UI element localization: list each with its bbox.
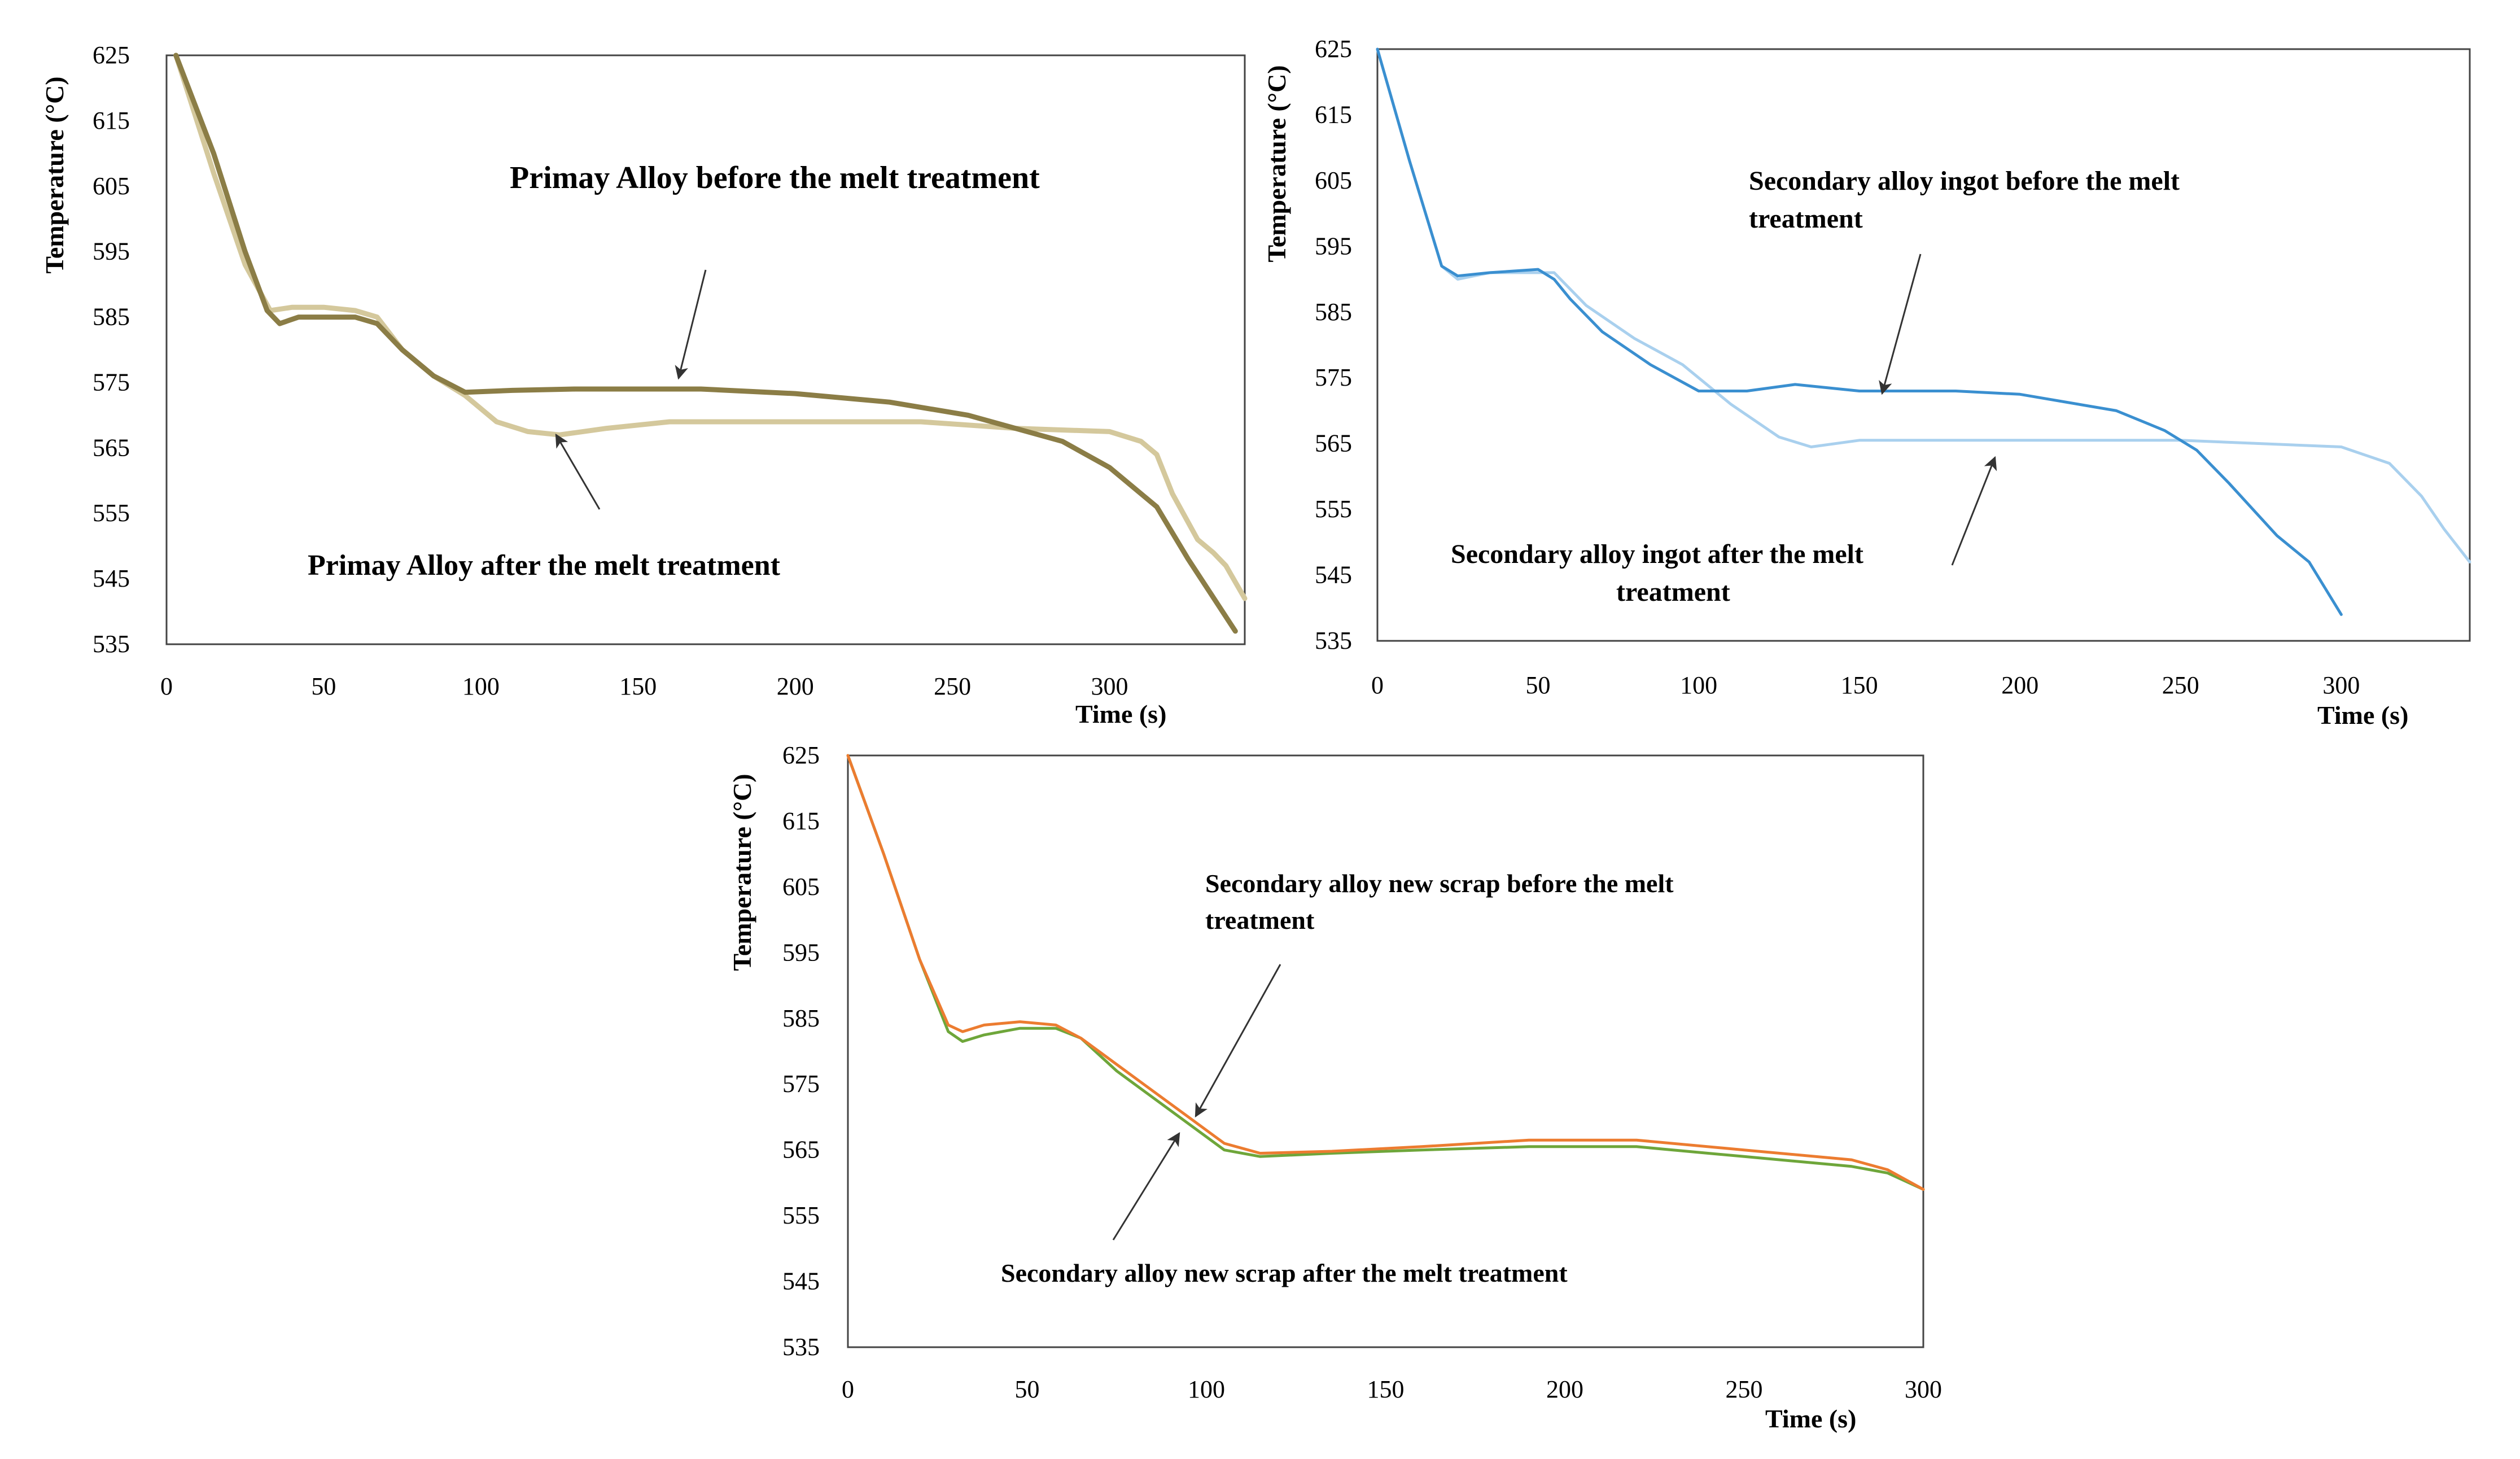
chart-secondary-scrap: 535 545 555 565 575 585 595 605 615 625 0 50 100 150… (728, 741, 1942, 1433)
y-tick-label: 625 (1315, 35, 1352, 63)
x-tick-label: 250 (1726, 1375, 1763, 1403)
arrow-before (675, 269, 707, 380)
x-tick-label: 200 (777, 672, 814, 700)
y-tick-label: 575 (93, 368, 130, 396)
y-tick-label: 565 (93, 434, 130, 461)
x-tick-label: 50 (311, 672, 336, 700)
x-tick-label: 100 (1188, 1375, 1225, 1403)
arrow-before (1879, 254, 1922, 395)
x-tick-labels: 0 50 100 150 200 250 300 (1371, 671, 2360, 699)
x-tick-label: 150 (619, 672, 657, 700)
y-tick-labels: 535 545 555 565 575 585 595 605 615 625 (93, 41, 130, 658)
plot-frame (165, 54, 1246, 645)
x-tick-label: 50 (1526, 671, 1551, 699)
plot-frame (1376, 48, 2471, 642)
annotation-after-line1: Secondary alloy new scrap after the melt… (1001, 1259, 1568, 1287)
x-tick-label: 250 (934, 672, 971, 700)
chart-secondary-ingot: 535 545 555 565 575 585 595 605 615 625 0 50 100 150… (1262, 35, 2471, 730)
x-tick-label: 300 (1905, 1375, 1942, 1403)
y-tick-label: 555 (93, 499, 130, 527)
x-tick-label: 0 (842, 1375, 854, 1403)
series-line-before (846, 754, 1925, 1191)
y-tick-label: 625 (782, 741, 820, 769)
arrow-after (1112, 1132, 1180, 1240)
y-tick-label: 585 (1315, 298, 1352, 326)
arrow-after (555, 433, 601, 510)
y-tick-label: 565 (782, 1136, 820, 1164)
series-line-after (1376, 47, 2471, 563)
y-tick-label: 595 (782, 938, 820, 966)
annotation-after-line1: Primay Alloy after the melt treatment (308, 549, 781, 582)
y-tick-label: 605 (93, 172, 130, 200)
x-tick-label: 50 (1015, 1375, 1040, 1403)
x-tick-label: 200 (1546, 1375, 1583, 1403)
y-tick-label: 595 (1315, 232, 1352, 260)
x-tick-label: 200 (2001, 671, 2038, 699)
y-tick-label: 585 (782, 1004, 820, 1032)
series-line-before (173, 53, 1238, 634)
y-tick-label: 585 (93, 303, 130, 331)
x-tick-label: 0 (1371, 671, 1384, 699)
x-tick-label: 150 (1841, 671, 1878, 699)
series-line-after (173, 53, 1248, 601)
y-tick-label: 545 (93, 565, 130, 592)
y-tick-label: 575 (782, 1070, 820, 1098)
arrow-after (1951, 456, 1997, 566)
annotation-before-line1: Primay Alloy before the melt treatment (510, 160, 1040, 195)
y-tick-label: 605 (782, 873, 820, 901)
y-tick-labels: 535 545 555 565 575 585 595 605 615 625 (782, 741, 820, 1361)
y-tick-label: 625 (93, 41, 130, 69)
x-tick-label: 100 (1680, 671, 1717, 699)
annotation-before-line1: Secondary alloy ingot before the melt (1749, 166, 2180, 196)
y-tick-label: 545 (782, 1268, 820, 1295)
x-axis-label: Time (s) (2317, 701, 2408, 730)
y-tick-label: 535 (93, 630, 130, 658)
chart-primary-alloy: 535 545 555 565 575 585 595 605 615 625 0 50 100 150… (40, 41, 1248, 728)
x-tick-label: 300 (2322, 671, 2360, 699)
annotation-before-line1: Secondary alloy new scrap before the mel… (1205, 869, 1674, 898)
y-axis-label: Temperature (°C) (1262, 65, 1291, 262)
y-tick-label: 615 (93, 107, 130, 134)
series-lines (173, 53, 1248, 634)
y-tick-label: 575 (1315, 364, 1352, 391)
y-tick-label: 615 (1315, 101, 1352, 128)
y-tick-label: 565 (1315, 430, 1352, 457)
y-tick-label: 615 (782, 807, 820, 835)
y-tick-label: 535 (782, 1333, 820, 1361)
x-axis-label: Time (s) (1765, 1404, 1856, 1433)
series-line-after (846, 754, 1925, 1191)
y-axis-label: Temperature (°C) (728, 774, 756, 971)
plot-frame (847, 754, 1924, 1348)
arrow-before (1195, 964, 1281, 1118)
x-tick-label: 0 (160, 672, 173, 700)
x-tick-label: 250 (2162, 671, 2199, 699)
y-tick-label: 555 (1315, 495, 1352, 523)
series-line-before (1376, 47, 2343, 616)
y-axis-label: Temperature (°C) (40, 76, 69, 273)
y-tick-label: 595 (93, 238, 130, 265)
x-tick-labels: 0 50 100 150 200 250 300 (160, 672, 1128, 700)
x-tick-label: 300 (1091, 672, 1128, 700)
series-lines (846, 754, 1925, 1191)
y-tick-labels: 535 545 555 565 575 585 595 605 615 625 (1315, 35, 1352, 654)
x-tick-label: 150 (1367, 1375, 1405, 1403)
annotation-after-line1: Secondary alloy ingot after the melt (1451, 539, 1863, 569)
x-tick-label: 100 (462, 672, 500, 700)
y-tick-label: 545 (1315, 561, 1352, 589)
y-tick-label: 605 (1315, 167, 1352, 194)
annotation-before-line2: treatment (1205, 906, 1315, 934)
x-tick-labels: 0 50 100 150 200 250 300 (842, 1375, 1942, 1403)
annotation-before-line2: treatment (1749, 204, 1863, 234)
annotation-after-line2: treatment (1616, 577, 1730, 607)
x-axis-label: Time (s) (1075, 700, 1166, 728)
y-tick-label: 535 (1315, 627, 1352, 654)
series-lines (1376, 47, 2471, 616)
y-tick-label: 555 (782, 1202, 820, 1229)
